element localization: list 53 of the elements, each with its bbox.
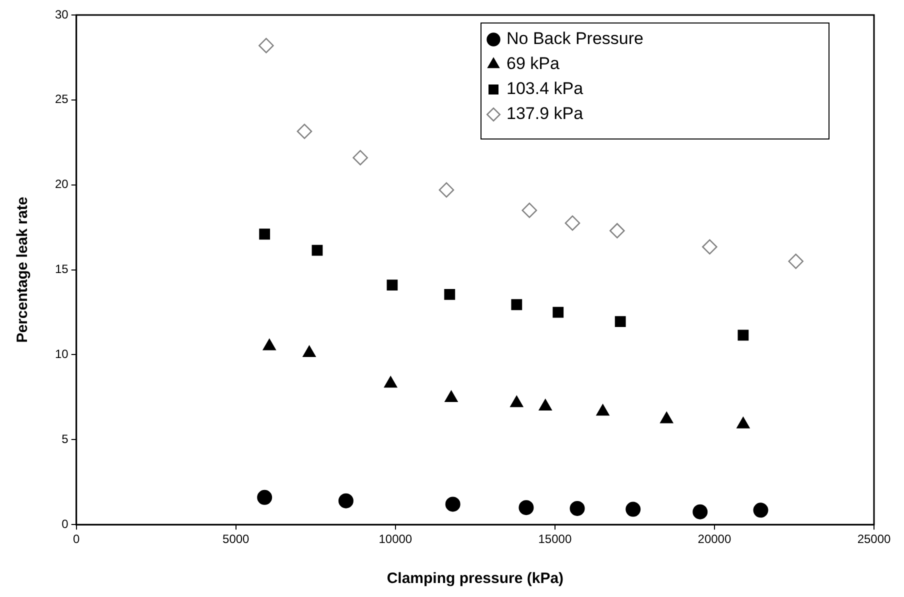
point [384, 376, 398, 388]
point [259, 228, 270, 240]
x-tick-label: 10000 [378, 532, 412, 546]
point [257, 490, 272, 505]
point [444, 288, 456, 300]
point [522, 202, 538, 218]
point [510, 396, 524, 408]
point [736, 416, 750, 428]
point [352, 150, 368, 166]
y-tick-label: 5 [62, 432, 69, 446]
point [338, 493, 354, 508]
y-tick-label: 0 [62, 516, 69, 531]
point [511, 299, 522, 310]
point [445, 496, 460, 512]
point [262, 338, 276, 350]
x-tick-label: 15000 [538, 532, 572, 546]
x-tick-label: 25000 [857, 532, 892, 546]
x-tick-label: 20000 [698, 532, 732, 546]
point [538, 399, 552, 411]
point [444, 390, 458, 402]
y-tick-label: 20 [54, 177, 69, 192]
legend-label: 137.9 kPa [506, 104, 584, 124]
point [518, 500, 534, 516]
point [692, 504, 708, 520]
y-tick-label: 30 [54, 7, 69, 22]
point [788, 254, 804, 269]
y-tick-label: 25 [54, 92, 69, 106]
legend-label: 69 kPa [506, 54, 560, 74]
y-tick-label: 15 [54, 262, 69, 276]
point [296, 124, 312, 140]
legend-label: No Back Pressure [506, 29, 644, 48]
point [564, 215, 580, 231]
y-tick-label: 10 [54, 347, 69, 362]
point [738, 330, 749, 341]
point [626, 502, 641, 517]
point [570, 500, 585, 516]
y-axis-title: Percentage leak rate [14, 196, 32, 343]
x-axis-title: Clamping pressure (kPa) [386, 570, 564, 588]
point [610, 223, 625, 238]
point [702, 239, 718, 255]
point [386, 280, 398, 291]
point [614, 316, 626, 328]
point [302, 346, 316, 358]
x-tick-label: 5000 [222, 532, 250, 546]
point [660, 412, 674, 424]
point [312, 244, 323, 256]
point [258, 38, 274, 54]
x-tick-label: 0 [73, 532, 80, 546]
point [438, 182, 454, 198]
legend-label: 103.4 kPa [506, 79, 584, 98]
point [753, 502, 768, 518]
point [552, 306, 564, 318]
point [596, 404, 610, 416]
